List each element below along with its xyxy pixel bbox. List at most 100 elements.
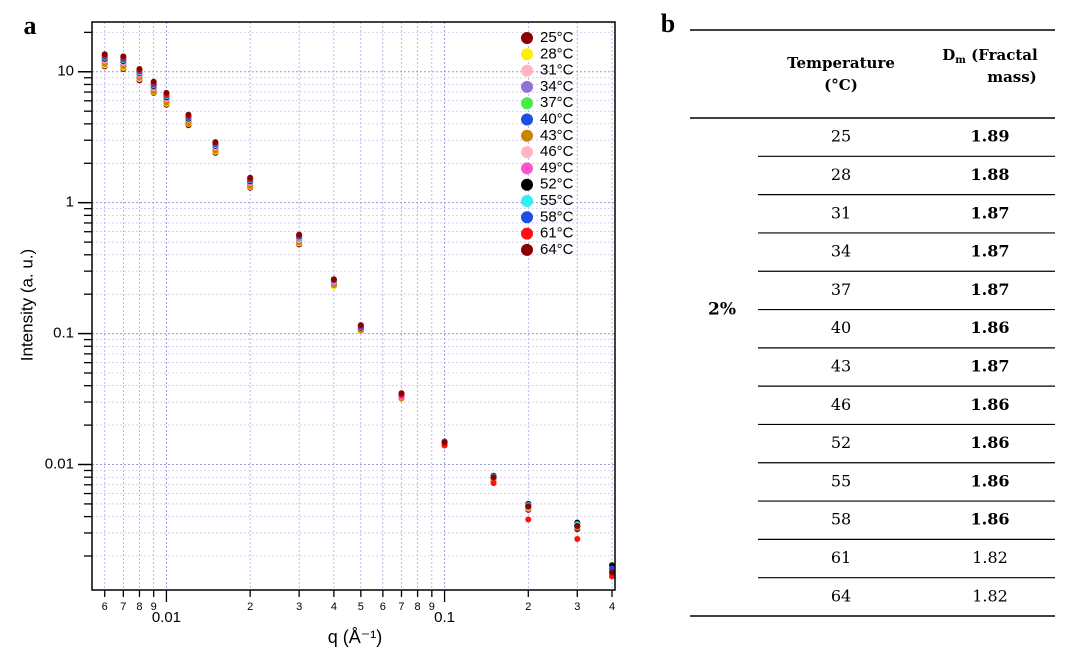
x-tick-label: 6 <box>102 601 108 613</box>
legend-marker <box>521 162 533 175</box>
data-point <box>574 522 581 529</box>
x-tick-label: 8 <box>136 601 142 613</box>
x-tick-label: 4 <box>331 601 337 613</box>
legend-label: 25°C <box>540 29 574 46</box>
legend-marker <box>521 195 533 207</box>
legend-label: 46°C <box>540 143 574 160</box>
table-cell: 55 <box>831 471 851 490</box>
x-tick-label: 3 <box>296 601 302 613</box>
x-tick-label: 4 <box>609 601 615 613</box>
table-cell: 1.87 <box>971 203 1010 222</box>
legend-marker <box>521 64 533 77</box>
data-point <box>330 276 337 283</box>
x-tick-label: 9 <box>429 601 435 613</box>
table-cell: 1.88 <box>971 165 1010 184</box>
x-tick-label: 2 <box>247 601 253 613</box>
x-tick-label: 6 <box>380 601 386 613</box>
grid <box>92 22 615 590</box>
plot-marks <box>101 51 616 580</box>
legend-label: 28°C <box>540 45 574 62</box>
legend-marker <box>521 80 533 93</box>
table-cell: 25 <box>831 127 851 146</box>
data-point <box>120 53 127 60</box>
data-point <box>150 78 157 85</box>
table-header-line: Temperature <box>787 54 895 72</box>
data-point <box>212 139 219 146</box>
x-tick-label: 2 <box>525 601 531 613</box>
legend: 25°C28°C31°C34°C37°C40°C43°C46°C49°C52°C… <box>521 29 574 258</box>
table-cell: 1.86 <box>971 471 1010 490</box>
x-tick-label: 7 <box>398 601 404 613</box>
table-header: Dm (Fractal <box>942 46 1038 66</box>
table-cell: 1.82 <box>972 586 1008 605</box>
header-symbol: D <box>942 46 955 64</box>
y-tick-label: 0.01 <box>45 455 74 472</box>
legend-marker <box>521 113 533 126</box>
legend-marker <box>521 129 533 142</box>
y-tick-label: 10 <box>57 63 74 80</box>
x-tick-label: 8 <box>415 601 421 613</box>
legend-marker <box>521 243 533 256</box>
table-group-label: 2% <box>708 300 736 320</box>
table-cell: 61 <box>831 548 851 567</box>
table-cell: 46 <box>831 395 851 414</box>
data-point <box>101 51 108 58</box>
y-tick-label: 1 <box>66 194 74 211</box>
y-tick-label: 0.1 <box>53 325 74 342</box>
table: Temperature (°C) Dm (Fractal mass) 25 1.89 28 1… <box>690 29 1055 617</box>
legend-label: 61°C <box>540 225 574 242</box>
table-cell: 1.87 <box>971 357 1010 376</box>
legend-marker <box>521 178 533 191</box>
table-cell: 52 <box>831 433 851 452</box>
legend-label: 37°C <box>540 94 574 111</box>
data-point <box>490 474 497 481</box>
legend-label: 34°C <box>540 78 574 95</box>
x-tick-label: 3 <box>574 601 580 613</box>
legend-label: 31°C <box>540 62 574 79</box>
data-point <box>247 174 254 181</box>
header-text: (Fractal <box>966 46 1038 64</box>
y-axis-label: Intensity (a. u.) <box>17 249 36 361</box>
x-tick-label: 7 <box>120 601 126 613</box>
data-point <box>609 569 616 576</box>
header-subscript: m <box>955 55 966 66</box>
legend-label: 58°C <box>540 208 574 225</box>
data-point <box>525 516 532 523</box>
legend-label: 43°C <box>540 127 574 144</box>
x-tick-label: 0.01 <box>152 609 181 626</box>
x-tick-label: 9 <box>151 601 157 613</box>
table-cell: 1.87 <box>971 280 1010 299</box>
legend-label: 49°C <box>540 159 574 176</box>
table-header-line: (°C) <box>824 76 858 94</box>
table-cell: 1.89 <box>971 127 1010 146</box>
table-cell: 37 <box>831 280 851 299</box>
panel-label: b <box>661 9 675 38</box>
table-cell: 64 <box>831 586 851 605</box>
table-cell: 1.86 <box>971 395 1010 414</box>
legend-marker <box>521 32 533 44</box>
legend-marker <box>521 211 533 224</box>
table-cell: 1.87 <box>971 242 1010 261</box>
table-cell: 1.86 <box>971 318 1010 337</box>
x-axis-label: q (Å⁻¹) <box>328 627 383 647</box>
data-point <box>574 535 581 542</box>
panel-label: a <box>24 11 37 40</box>
table-cell: 31 <box>831 203 851 222</box>
legend-marker <box>521 48 533 61</box>
plot-frame <box>91 21 616 591</box>
data-point <box>490 480 497 487</box>
table-cell: 34 <box>831 242 851 261</box>
table-header: Temperature (°C) <box>787 54 895 94</box>
legend-marker <box>521 97 533 110</box>
table-cell: 58 <box>831 510 851 529</box>
table-cell: 1.86 <box>971 433 1010 452</box>
legend-marker <box>521 146 533 159</box>
table-cell: 28 <box>831 165 851 184</box>
legend-label: 40°C <box>540 110 574 127</box>
legend-marker <box>521 227 533 240</box>
data-point <box>296 231 303 238</box>
data-point <box>136 66 143 72</box>
legend-label: 55°C <box>540 192 574 209</box>
